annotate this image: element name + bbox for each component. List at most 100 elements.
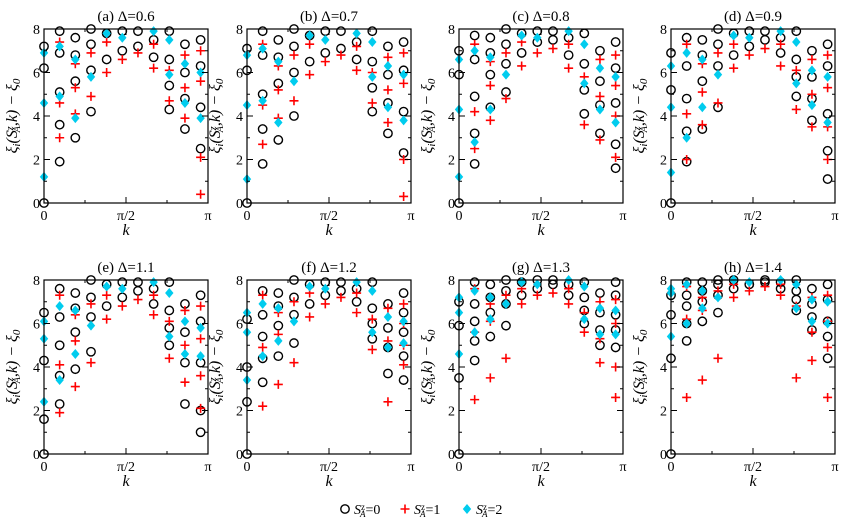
data-point-plus bbox=[258, 139, 268, 149]
x-tick-label: π bbox=[407, 209, 414, 224]
data-point-diamond bbox=[399, 115, 408, 126]
data-point-circle bbox=[195, 427, 206, 438]
data-point-circle bbox=[681, 290, 692, 301]
legend-marker-circle bbox=[340, 504, 350, 514]
data-point-circle bbox=[485, 279, 496, 290]
data-point-diamond bbox=[470, 285, 479, 296]
data-point-circle bbox=[383, 128, 393, 139]
x-tick-label: 0 bbox=[668, 209, 675, 224]
data-point-circle bbox=[469, 30, 480, 41]
y-tick-label: 2 bbox=[448, 405, 455, 420]
data-point-diamond bbox=[368, 327, 377, 338]
data-point-plus bbox=[258, 342, 268, 352]
y-tick-label: 6 bbox=[236, 318, 243, 333]
data-point-circle bbox=[54, 26, 65, 37]
data-point-circle bbox=[516, 48, 527, 58]
data-point-plus bbox=[289, 358, 299, 368]
data-point-circle bbox=[610, 163, 621, 174]
data-point-plus bbox=[196, 46, 206, 56]
y-tick-label: 8 bbox=[660, 23, 667, 38]
x-tick-label: π bbox=[831, 460, 838, 475]
data-point-plus bbox=[682, 109, 692, 119]
data-point-diamond bbox=[368, 285, 377, 296]
data-point-plus bbox=[367, 314, 377, 324]
data-point-plus bbox=[807, 327, 817, 337]
panel-title: (g) Δ=1.3 bbox=[512, 260, 570, 276]
x-tick-label: 0 bbox=[456, 460, 463, 475]
y-tick-label: 0 bbox=[448, 197, 455, 212]
legend-item: Sz A=0 bbox=[340, 502, 380, 519]
data-point-circle bbox=[54, 340, 65, 351]
data-point-plus bbox=[383, 85, 393, 95]
data-point-circle bbox=[164, 277, 175, 288]
data-point-diamond bbox=[258, 43, 267, 54]
data-point-circle bbox=[304, 56, 315, 67]
data-point-diamond bbox=[729, 30, 738, 41]
data-point-plus bbox=[595, 135, 605, 145]
x-axis-label: k bbox=[749, 473, 757, 490]
data-point-circle bbox=[485, 331, 496, 342]
data-point-diamond bbox=[180, 58, 190, 69]
panel-title: (d) Δ=0.9 bbox=[724, 9, 782, 25]
panel-title: (h) Δ=1.4 bbox=[724, 260, 783, 276]
data-point-circle bbox=[728, 50, 739, 60]
data-point-diamond bbox=[274, 335, 283, 346]
data-point-circle bbox=[469, 299, 480, 309]
data-point-diamond bbox=[745, 277, 754, 288]
y-tick-label: 6 bbox=[33, 318, 40, 333]
data-point-plus bbox=[180, 340, 190, 350]
data-point-circle bbox=[133, 277, 143, 288]
data-point-circle bbox=[681, 61, 692, 71]
data-point-diamond bbox=[792, 303, 801, 314]
data-point-circle bbox=[713, 39, 723, 50]
data-point-circle bbox=[697, 34, 708, 45]
data-point-plus bbox=[196, 403, 206, 413]
data-point-plus bbox=[611, 295, 621, 305]
data-point-plus bbox=[595, 54, 605, 64]
data-point-diamond bbox=[611, 71, 620, 82]
data-point-circle bbox=[398, 106, 409, 117]
x-axis-label: k bbox=[537, 222, 545, 239]
y-tick-label: 8 bbox=[236, 23, 243, 38]
data-point-circle bbox=[760, 34, 770, 45]
data-point-plus bbox=[149, 63, 159, 73]
data-point-circle bbox=[681, 335, 692, 346]
data-point-plus bbox=[352, 308, 362, 318]
data-point-plus bbox=[776, 39, 786, 49]
y-axis-label: ξi(SzA,k) − ξ0 bbox=[419, 78, 438, 153]
data-point-plus bbox=[383, 52, 393, 62]
data-point-diamond bbox=[102, 281, 111, 292]
plot-frame bbox=[246, 279, 412, 455]
data-point-diamond bbox=[71, 305, 80, 316]
data-point-diamond bbox=[611, 305, 620, 316]
data-point-circle bbox=[807, 283, 817, 294]
data-point-diamond bbox=[501, 69, 511, 80]
data-point-plus bbox=[305, 312, 315, 322]
data-point-plus bbox=[164, 316, 174, 326]
data-point-plus bbox=[776, 61, 786, 71]
data-point-diamond bbox=[86, 320, 96, 331]
data-point-circle bbox=[579, 28, 590, 39]
legend: Sz A=0 Sz A=1 Sz A=2 bbox=[340, 502, 502, 519]
data-point-circle bbox=[713, 307, 723, 318]
data-point-diamond bbox=[258, 298, 267, 309]
data-point-plus bbox=[305, 70, 315, 80]
data-point-circle bbox=[180, 399, 190, 409]
data-point-circle bbox=[257, 377, 268, 388]
data-point-circle bbox=[398, 37, 409, 47]
data-point-plus bbox=[196, 334, 206, 344]
data-point-circle bbox=[610, 342, 621, 353]
data-point-circle bbox=[195, 102, 206, 113]
data-point-circle bbox=[164, 80, 175, 91]
y-tick-label: 2 bbox=[236, 405, 243, 420]
data-point-circle bbox=[469, 91, 480, 102]
data-point-circle bbox=[398, 351, 409, 362]
y-axis-label: ξi(SzA,k) − ξ0 bbox=[207, 78, 226, 153]
data-point-diamond bbox=[196, 351, 205, 362]
y-axis-label: ξi(SzA,k) − ξ0 bbox=[631, 329, 650, 404]
y-tick-label: 2 bbox=[236, 154, 243, 169]
y-tick-label: 0 bbox=[660, 448, 667, 463]
data-point-diamond bbox=[580, 78, 589, 89]
data-point-diamond bbox=[55, 41, 64, 52]
y-tick-label: 8 bbox=[660, 274, 667, 289]
